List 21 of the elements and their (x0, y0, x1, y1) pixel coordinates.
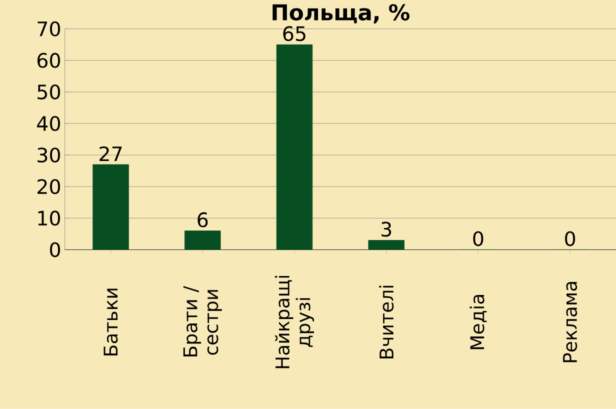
data-label: 3 (382, 222, 392, 237)
y-tick-label: 10 (38, 210, 60, 226)
data-label: 65 (283, 26, 306, 42)
y-tick-label: 40 (37, 116, 60, 132)
data-label: 27 (100, 146, 122, 162)
y-tick-label: 30 (38, 148, 60, 163)
y-tick-label: 70 (38, 21, 60, 36)
data-label: 0 (565, 231, 576, 246)
y-tick-label: 50 (38, 84, 60, 100)
y-tick-label: 60 (37, 52, 60, 68)
y-tick-label: 0 (50, 242, 60, 258)
chart-title: Польща, % (272, 4, 410, 24)
x-tick-label: Реклама (563, 282, 578, 362)
x-tick-label: Медіа (470, 295, 487, 350)
x-tick-label: Вчителі (379, 286, 394, 358)
data-label: 0 (473, 231, 484, 246)
data-label: 6 (198, 212, 208, 228)
x-tick-label: Батьки (104, 288, 118, 356)
x-tick-label: Брати / сестри (183, 286, 222, 356)
y-tick-label: 20 (38, 179, 60, 194)
x-tick-label: Найкращі друзі (274, 276, 314, 368)
